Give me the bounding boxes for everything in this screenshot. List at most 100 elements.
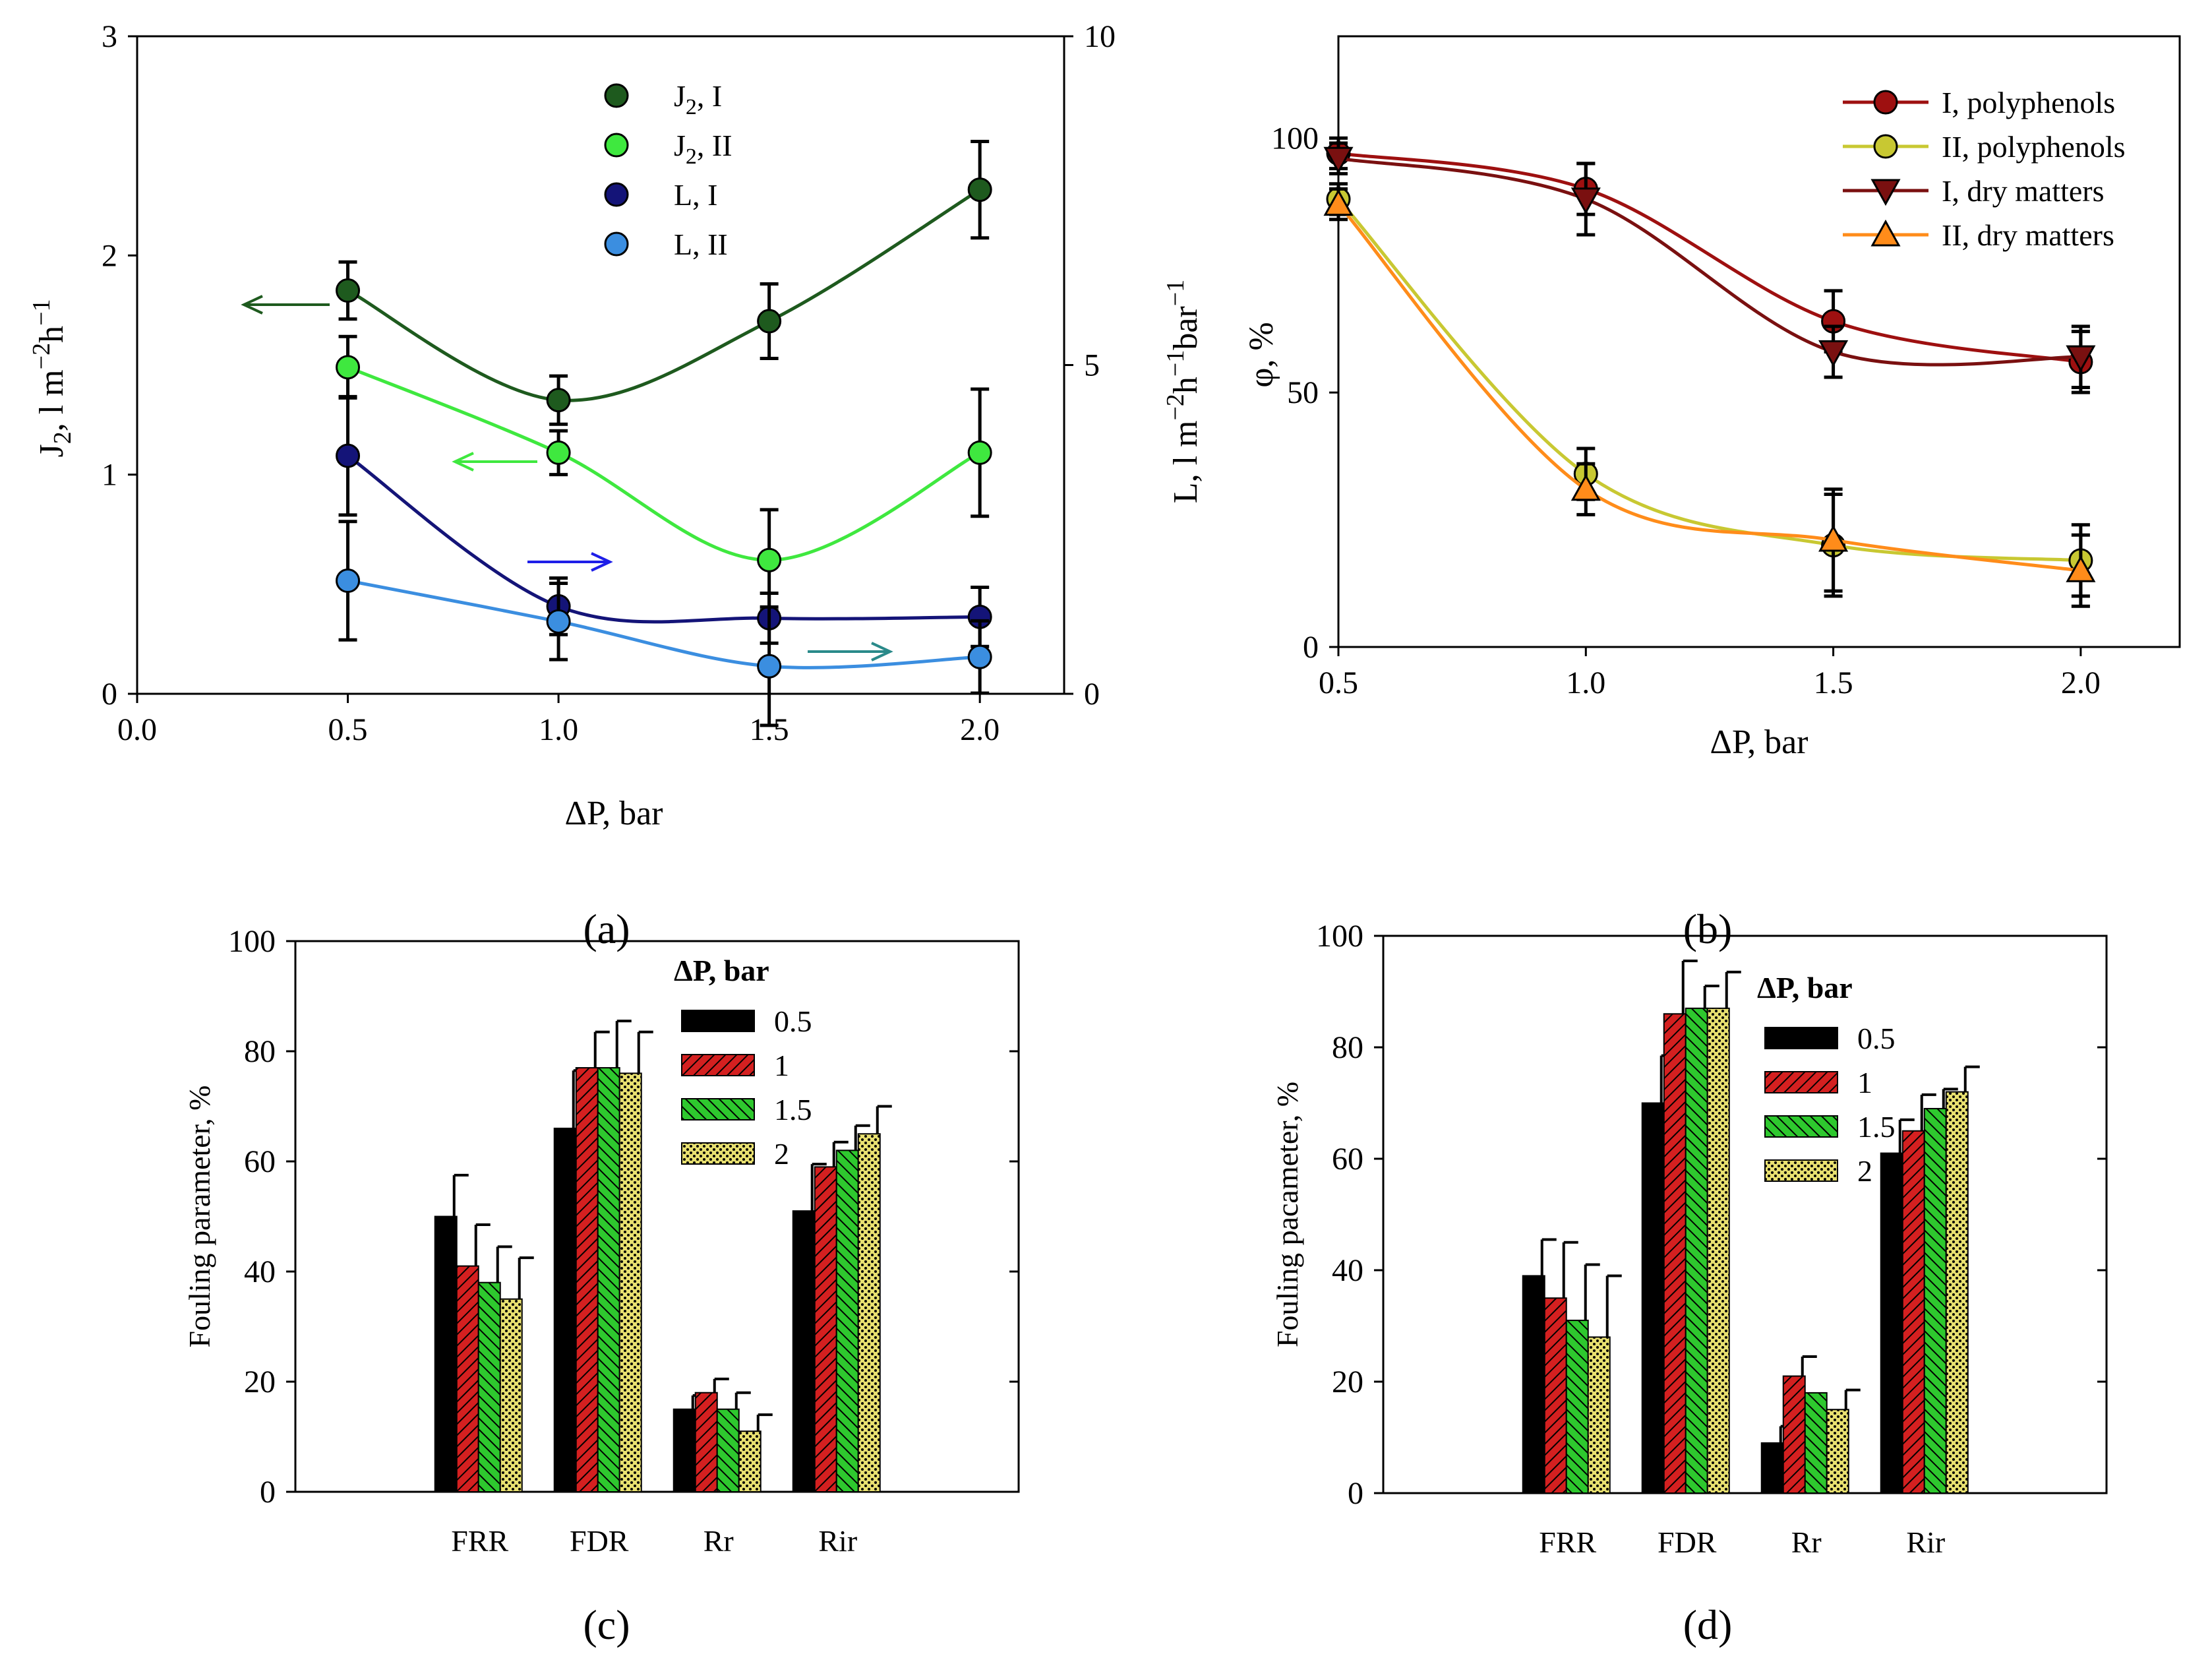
arrow-right-icon-head [591, 552, 613, 572]
bar-rr-1_5 [716, 1408, 740, 1492]
legend-marker [604, 83, 629, 108]
data-point [967, 440, 992, 465]
y-tick-label: 0 [1348, 1476, 1363, 1511]
legend-marker [1870, 219, 1901, 247]
y-right-tick-label: 5 [1084, 348, 1100, 383]
data-point [336, 355, 361, 380]
category-label: Rir [818, 1524, 857, 1558]
series-line [1337, 203, 2081, 572]
series-j2-i [336, 140, 992, 426]
data-point [336, 278, 361, 303]
bar-fdr-1 [575, 1067, 599, 1493]
bar-frr-0_5 [1522, 1275, 1545, 1494]
panel-a-frame [136, 35, 1065, 695]
legend-label: J2, I [674, 79, 722, 119]
category-label: FRR [451, 1524, 508, 1558]
data-point [757, 547, 782, 572]
legend-marker [1870, 179, 1901, 206]
y-tick-label: 40 [244, 1254, 276, 1289]
panel-b-chart: 0.5 1.0 1.5 2.0 0 50 100 ΔP, bar φ, % I, polyphen… [1243, 35, 2181, 761]
data-point [1570, 187, 1601, 215]
legend-label: I, dry matters [1942, 174, 2105, 208]
series-line [1338, 156, 2081, 367]
x-tick-label: 2.0 [960, 712, 1000, 747]
y-tick-label: 80 [244, 1034, 276, 1069]
y-left-tick-label: 1 [102, 458, 117, 493]
data-point [1570, 474, 1601, 501]
legend-label: I, polyphenols [1942, 86, 2115, 119]
legend-label: 0.5 [1857, 1022, 1896, 1055]
panel-d-frame [1382, 935, 2108, 1494]
y-axis-label: Fouling pacameter, % [1270, 1082, 1304, 1347]
y-left-tick-label: 3 [102, 19, 117, 54]
series-line [347, 188, 981, 402]
category-label: Rr [703, 1524, 734, 1558]
bar-rr-2 [1826, 1409, 1849, 1494]
panel-a-legend: J2, I J2, II L, I L, II [604, 79, 732, 261]
legend-swatch [681, 1142, 755, 1165]
y-axis-label: Fouling parameter, % [183, 1086, 216, 1348]
bar-frr-1_5 [1565, 1320, 1589, 1494]
bar-rr-1 [694, 1392, 718, 1492]
bar-frr-1 [456, 1265, 479, 1493]
legend-label: 2 [774, 1137, 789, 1171]
legend-swatch [1764, 1115, 1838, 1138]
bar-frr-0_5 [434, 1215, 458, 1492]
bar-fdr-2 [618, 1072, 642, 1492]
legend-marker [604, 231, 629, 257]
arrow-left-icon [452, 452, 537, 472]
bar-rir-1_5 [835, 1150, 859, 1493]
bar-rir-0_5 [1880, 1152, 1903, 1494]
series-line [1338, 152, 2081, 364]
y-tick-label: 100 [228, 924, 276, 959]
bar-rr-0_5 [1760, 1442, 1784, 1494]
y-left-tick-label: 0 [102, 677, 117, 712]
panel-c-chart: 0 20 40 60 80 100 Fouling parameter, % FRR FDR Rr… [183, 924, 1020, 1558]
series-i-dry-matters [1323, 141, 2096, 389]
legend-swatch [1764, 1159, 1838, 1182]
x-tick-label: 2.0 [2061, 665, 2101, 700]
bar-rir-1 [814, 1166, 837, 1492]
arrow-right-icon [527, 552, 613, 572]
data-point [546, 440, 571, 465]
bar-fdr-1 [1663, 1013, 1687, 1494]
panel-b-legend: I, polyphenols II, polyphenols I, dry matt… [1843, 86, 2126, 252]
series-l-i [336, 394, 992, 648]
legend-swatch [681, 1010, 755, 1032]
bar-rir-2 [1945, 1091, 1969, 1494]
category-label: FDR [1658, 1525, 1717, 1559]
data-point [1818, 340, 1849, 367]
bar-frr-2 [499, 1298, 523, 1492]
data-point [967, 644, 992, 669]
arrow-left-icon-head [452, 452, 474, 472]
panel-c-caption: (c) [583, 1601, 630, 1648]
legend-label: L, I [674, 178, 717, 212]
panel-b-caption: (b) [1683, 906, 1733, 952]
legend-swatch [681, 1054, 755, 1076]
x-tick-label: 0.5 [1319, 665, 1358, 700]
legend-label: II, dry matters [1942, 218, 2114, 252]
panel-b-frame [1337, 35, 2181, 648]
x-tick-label: 1.5 [1814, 665, 1853, 700]
y-left-tick-label: 2 [102, 238, 117, 273]
bar-fdr-1_5 [1685, 1007, 1708, 1494]
category-label: Rr [1791, 1525, 1822, 1559]
bar-frr-1_5 [477, 1281, 501, 1492]
panel-d-chart: 0 20 40 60 80 100 Fouling pacameter, % FRR FDR Rr… [1270, 919, 2108, 1559]
y-tick-label: 60 [1332, 1142, 1363, 1177]
series-line [347, 454, 980, 624]
legend-swatch [1764, 1071, 1838, 1093]
y-right-tick-label: 0 [1084, 677, 1100, 712]
y-tick-label: 0 [260, 1475, 276, 1510]
y-tick-label: 0 [1303, 630, 1319, 665]
bar-rr-2 [738, 1430, 762, 1492]
y-tick-label: 60 [244, 1144, 276, 1179]
x-tick-label: 1.0 [539, 712, 578, 747]
data-point [1818, 524, 1849, 552]
arrow-left-icon-head [241, 295, 263, 315]
legend-label: 1.5 [1857, 1110, 1896, 1144]
data-point [336, 443, 361, 468]
